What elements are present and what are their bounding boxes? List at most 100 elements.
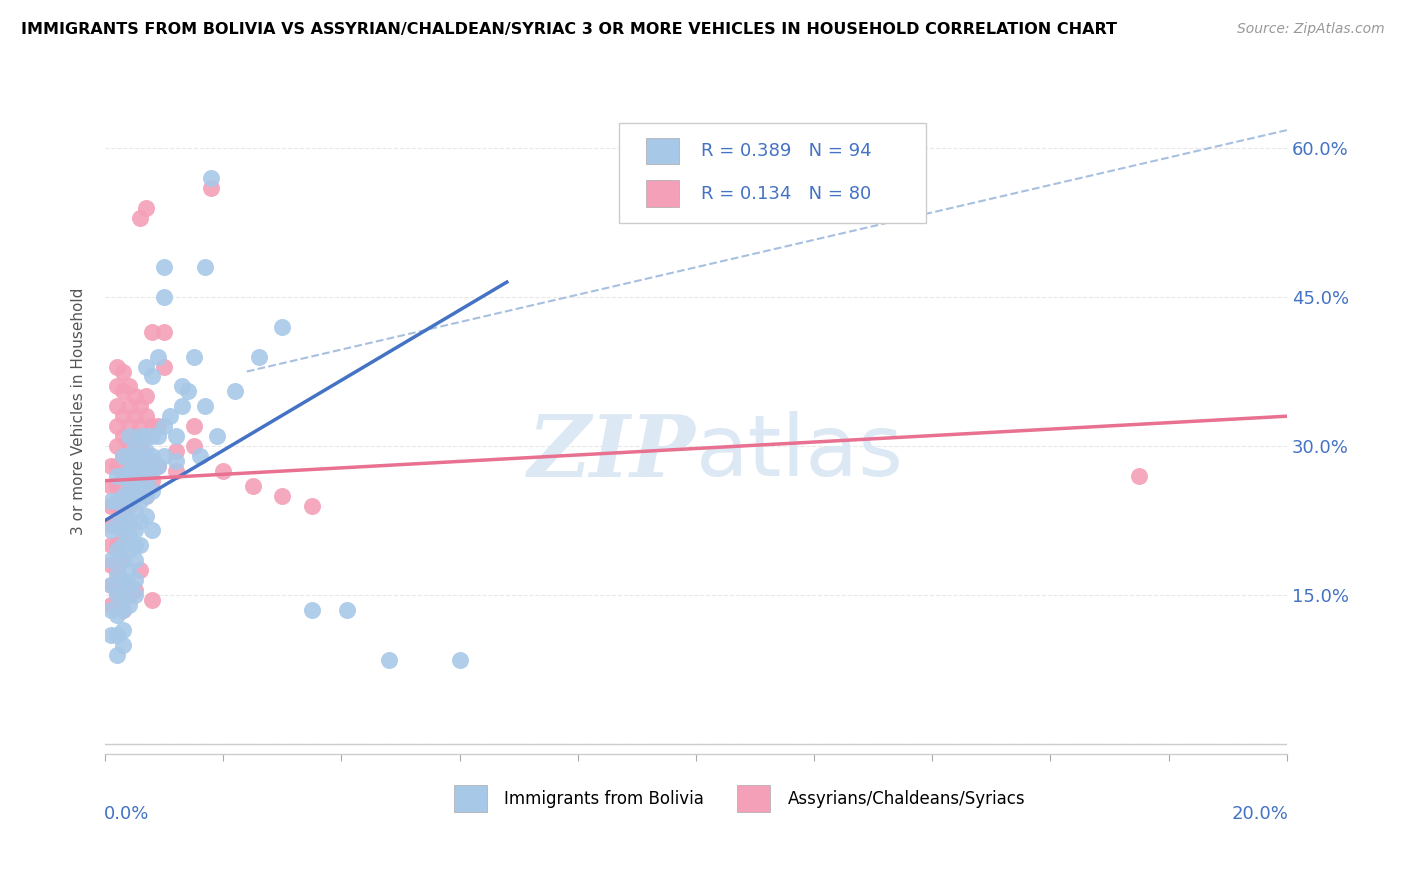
Point: [117, 499, 139, 513]
Point: [111, 489, 134, 503]
Point: [135, 201, 157, 215]
Point: [271, 489, 294, 503]
Point: [124, 489, 146, 503]
Point: [117, 493, 139, 508]
Y-axis label: 3 or more Vehicles in Household: 3 or more Vehicles in Household: [72, 287, 86, 535]
Point: [111, 409, 134, 424]
Point: [105, 607, 128, 622]
Point: [165, 444, 187, 458]
Point: [188, 449, 211, 463]
Point: [111, 489, 134, 503]
Text: Assyrians/Chaldeans/Syriacs: Assyrians/Chaldeans/Syriacs: [789, 789, 1026, 808]
Point: [100, 603, 122, 617]
Point: [129, 399, 152, 413]
Point: [111, 364, 134, 378]
Point: [183, 350, 205, 364]
Point: [141, 325, 163, 339]
Point: [141, 524, 163, 538]
Point: [117, 399, 139, 413]
Point: [117, 588, 139, 602]
Point: [105, 538, 128, 552]
Point: [100, 598, 122, 612]
Point: [117, 419, 139, 434]
Point: [141, 369, 163, 384]
Point: [146, 458, 169, 473]
Point: [153, 325, 176, 339]
Point: [105, 518, 128, 533]
Point: [100, 553, 122, 567]
Point: [117, 578, 139, 592]
Point: [124, 489, 146, 503]
Point: [111, 603, 134, 617]
Point: [129, 439, 152, 453]
Point: [105, 379, 128, 393]
Point: [135, 508, 157, 523]
Point: [105, 518, 128, 533]
Point: [105, 499, 128, 513]
Point: [146, 419, 169, 434]
Text: atlas: atlas: [696, 411, 904, 494]
Point: [141, 419, 163, 434]
Text: 0.0%: 0.0%: [104, 805, 149, 823]
Point: [146, 350, 169, 364]
Point: [141, 474, 163, 488]
Point: [100, 628, 122, 642]
Point: [146, 429, 169, 443]
Point: [212, 464, 235, 478]
Point: [129, 538, 152, 552]
Point: [111, 449, 134, 463]
Point: [117, 528, 139, 542]
Point: [111, 623, 134, 637]
Point: [117, 543, 139, 558]
Text: R = 0.389   N = 94: R = 0.389 N = 94: [700, 142, 872, 160]
Point: [135, 429, 157, 443]
Point: [449, 652, 471, 666]
Point: [100, 558, 122, 573]
Point: [105, 588, 128, 602]
Point: [111, 538, 134, 552]
Point: [129, 458, 152, 473]
Point: [124, 573, 146, 587]
Point: [124, 524, 146, 538]
Point: [247, 350, 270, 364]
Point: [135, 468, 157, 483]
Point: [141, 464, 163, 478]
Point: [141, 449, 163, 463]
Point: [111, 573, 134, 587]
Point: [153, 290, 176, 304]
Point: [111, 449, 134, 463]
Point: [111, 578, 134, 592]
Point: [135, 359, 157, 374]
Point: [135, 409, 157, 424]
Point: [124, 409, 146, 424]
Point: [124, 588, 146, 602]
Point: [105, 588, 128, 602]
Point: [105, 563, 128, 577]
Point: [135, 389, 157, 403]
Point: [117, 563, 139, 577]
Point: [141, 593, 163, 607]
Text: R = 0.134   N = 80: R = 0.134 N = 80: [700, 185, 870, 202]
Point: [135, 444, 157, 458]
Point: [117, 458, 139, 473]
Point: [117, 429, 139, 443]
Point: [129, 493, 152, 508]
Point: [141, 429, 163, 443]
Point: [117, 479, 139, 493]
Point: [135, 449, 157, 463]
Point: [111, 528, 134, 542]
Point: [194, 399, 217, 413]
Point: [224, 384, 246, 399]
Point: [129, 419, 152, 434]
Point: [124, 553, 146, 567]
Point: [170, 379, 193, 393]
Point: [105, 399, 128, 413]
Point: [129, 479, 152, 493]
Point: [111, 468, 134, 483]
Point: [183, 439, 205, 453]
Point: [135, 489, 157, 503]
Point: [165, 429, 187, 443]
Point: [117, 449, 139, 463]
Point: [159, 409, 181, 424]
Point: [129, 211, 152, 225]
